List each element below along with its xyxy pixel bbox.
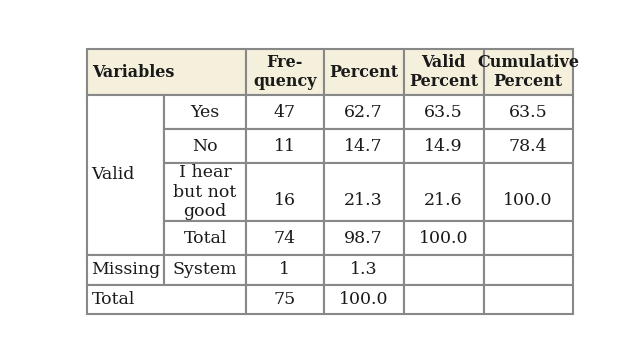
Bar	[484, 95, 572, 130]
Bar	[404, 49, 484, 95]
Text: 11: 11	[274, 138, 296, 154]
Text: 78.4: 78.4	[509, 138, 547, 154]
Text: 100.0: 100.0	[419, 230, 468, 247]
Bar	[246, 49, 323, 95]
Text: 14.9: 14.9	[424, 138, 463, 154]
Bar	[165, 130, 246, 163]
Bar	[165, 221, 246, 255]
Text: 62.7: 62.7	[344, 104, 383, 121]
Bar	[165, 163, 246, 221]
Bar	[404, 130, 484, 163]
Text: 63.5: 63.5	[424, 104, 463, 121]
Text: 47: 47	[274, 104, 296, 121]
Bar	[87, 95, 165, 255]
Bar	[165, 255, 246, 285]
Bar	[404, 255, 484, 285]
Text: Valid
Percent: Valid Percent	[409, 54, 478, 90]
Text: 14.7: 14.7	[344, 138, 383, 154]
Bar	[484, 130, 572, 163]
Bar	[323, 163, 404, 221]
Text: 21.3: 21.3	[344, 192, 383, 209]
Bar	[87, 285, 246, 314]
Text: Total: Total	[91, 291, 135, 308]
Bar	[404, 285, 484, 314]
Bar	[323, 130, 404, 163]
Bar	[323, 49, 404, 95]
Text: Missing: Missing	[91, 261, 161, 278]
Text: I hear
but not
good: I hear but not good	[174, 164, 237, 220]
Bar	[404, 163, 484, 221]
Bar	[323, 255, 404, 285]
Text: 75: 75	[274, 291, 296, 308]
Text: 100.0: 100.0	[503, 192, 553, 209]
Text: Percent: Percent	[329, 64, 398, 81]
Text: 1: 1	[279, 261, 290, 278]
Bar	[404, 95, 484, 130]
Text: System: System	[173, 261, 237, 278]
Bar	[246, 163, 323, 221]
Text: Valid: Valid	[91, 166, 135, 183]
Text: 1.3: 1.3	[350, 261, 377, 278]
Bar	[484, 285, 572, 314]
Text: Yes: Yes	[190, 104, 220, 121]
Bar	[246, 255, 323, 285]
Text: 98.7: 98.7	[344, 230, 383, 247]
Bar	[87, 49, 246, 95]
Text: Variables: Variables	[93, 64, 175, 81]
Bar	[484, 163, 572, 221]
Text: No: No	[192, 138, 218, 154]
Text: Cumulative
Percent: Cumulative Percent	[477, 54, 579, 90]
Text: Total: Total	[183, 230, 227, 247]
Bar	[484, 221, 572, 255]
Bar	[246, 130, 323, 163]
Bar	[404, 221, 484, 255]
Text: 16: 16	[274, 192, 296, 209]
Bar	[323, 221, 404, 255]
Text: 21.6: 21.6	[424, 192, 463, 209]
Bar	[484, 255, 572, 285]
Bar	[484, 49, 572, 95]
Text: 74: 74	[274, 230, 296, 247]
Bar	[246, 221, 323, 255]
Text: 100.0: 100.0	[339, 291, 388, 308]
Text: 63.5: 63.5	[509, 104, 547, 121]
Bar	[87, 255, 165, 285]
Text: Fre-
quency: Fre- quency	[253, 54, 316, 90]
Bar	[323, 285, 404, 314]
Bar	[323, 95, 404, 130]
Bar	[246, 95, 323, 130]
Bar	[165, 95, 246, 130]
Bar	[246, 285, 323, 314]
